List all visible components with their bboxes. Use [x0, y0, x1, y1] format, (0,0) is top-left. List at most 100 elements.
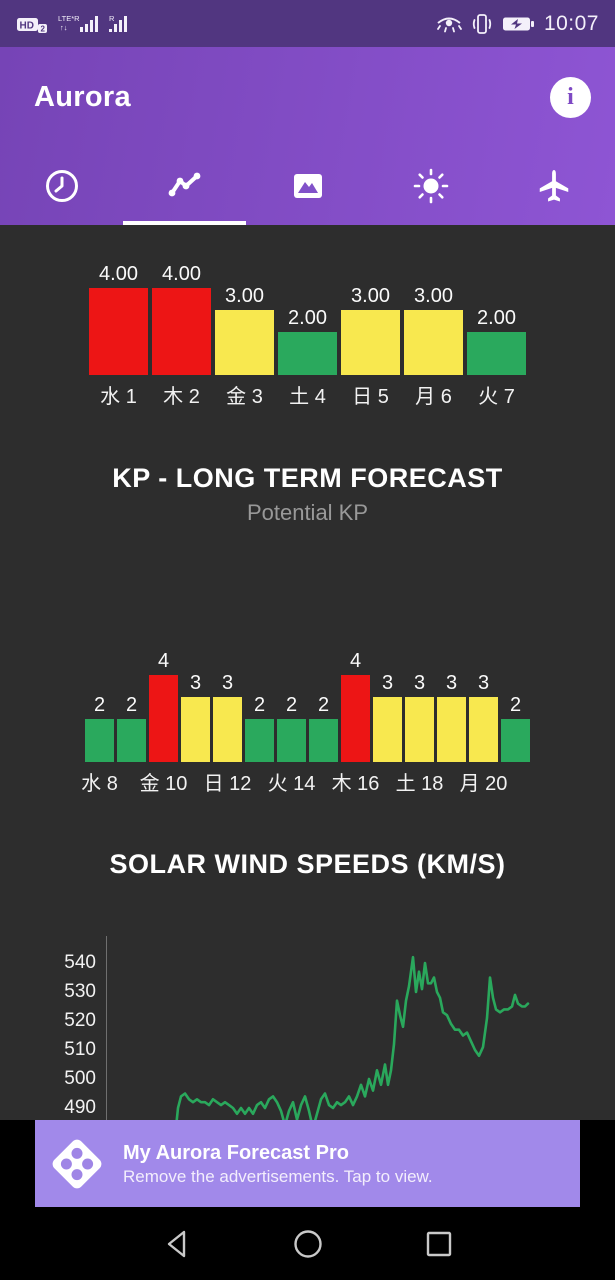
image-icon: [293, 174, 322, 198]
kp-bar: [467, 332, 526, 375]
sun-icon: [413, 168, 448, 204]
kp-bar: [117, 719, 146, 762]
tab-charts-trending[interactable]: [123, 147, 246, 225]
kp-bar-value: 4.00: [99, 263, 138, 285]
solar-wind-title: SOLAR WIND SPEEDS (KM/S): [109, 849, 506, 879]
kp-bar-value: 2: [125, 694, 138, 716]
kp-bar-value: 2: [93, 694, 106, 716]
tab-bar: [0, 147, 615, 225]
kp-bar: [404, 310, 463, 375]
kp-bar-cell: 3.00: [341, 285, 400, 375]
kp-x-label: 土 18: [395, 773, 444, 795]
solar-wind-line-chart: 540 530 520 510 500 490: [0, 930, 615, 1120]
bottom-area: My Aurora Forecast Pro Remove the advert…: [0, 1120, 615, 1280]
kp-bar-value: 3: [189, 672, 202, 694]
ad-banner[interactable]: My Aurora Forecast Pro Remove the advert…: [35, 1120, 580, 1207]
y-axis-tick-label: 530: [64, 981, 96, 1002]
nav-back-button[interactable]: [158, 1225, 196, 1263]
back-icon: [167, 1230, 185, 1257]
kp-bar-value: 2.00: [288, 307, 327, 329]
kp-bar-cell: 3: [213, 672, 242, 762]
kp-bar-value: 2: [317, 694, 330, 716]
y-axis-tick-label: 510: [64, 1039, 96, 1060]
recents-icon: [426, 1231, 451, 1256]
kp-bar-cell: 2: [117, 694, 146, 762]
kp-bar-chart-week1: 4.00 4.00 3.00 2.00 3.00 3.00 2.00 水 1 木 2 金 3 土 …: [0, 225, 615, 409]
tab-images[interactable]: [246, 147, 369, 225]
kp-bar-value: 3: [413, 672, 426, 694]
kp-x-label: 土 4: [289, 386, 326, 408]
lte-signal-icon: LTE*R ↑↓: [58, 14, 98, 32]
kp-bar: [373, 697, 402, 762]
kp-bar: [245, 719, 274, 762]
xlabels-row: 水 8 金 10 日 12 火 14 木 16 土 18 月 20: [81, 767, 530, 796]
kp-x-label: 木 2: [163, 386, 200, 408]
kp-bar-cell: 3: [405, 672, 434, 762]
kp-bar: [181, 697, 210, 762]
tab-forecast-clock[interactable]: [0, 147, 123, 225]
kp-x-label: 火 14: [267, 773, 316, 795]
svg-text:LTE*R: LTE*R: [58, 14, 80, 23]
info-button[interactable]: i: [550, 77, 591, 118]
y-axis-tick-label: 490: [64, 1097, 96, 1118]
kp-bar-value: 4.00: [162, 263, 201, 285]
signal-icon: R: [109, 14, 127, 32]
kp-bar: [277, 719, 306, 762]
y-axis-tick-label: 500: [64, 1068, 96, 1089]
nav-home-button[interactable]: [289, 1225, 327, 1263]
kp-bar-cell: 4.00: [89, 263, 148, 375]
kp-x-label: 木 16: [331, 773, 380, 795]
kp-forecast-subtitle: Potential KP: [246, 500, 369, 525]
app-header: Aurora i: [0, 47, 615, 225]
kp-x-label: 月 6: [415, 386, 452, 408]
kp-bar-cell: 3: [373, 672, 402, 762]
kp-bar: [469, 697, 498, 762]
kp-bar: [278, 332, 337, 375]
vibrate-icon: [472, 13, 492, 34]
kp-x-label: 日 5: [352, 386, 389, 408]
kp-bar-value: 3.00: [414, 285, 453, 307]
kp-bar: [341, 675, 370, 762]
kp-bar-value: 2.00: [477, 307, 516, 329]
kp-bar-cell: 2.00: [278, 307, 337, 375]
status-bar-right: 10:07: [436, 12, 599, 36]
ad-text: My Aurora Forecast Pro Remove the advert…: [123, 1140, 433, 1188]
kp-bar-value: 3: [381, 672, 394, 694]
kp-bar: [501, 719, 530, 762]
kp-forecast-title: KP - LONG TERM FORECAST: [112, 463, 503, 493]
selected-tab-indicator: [123, 221, 246, 225]
solar-wind-plot: [175, 955, 530, 1120]
kp-bar: [405, 697, 434, 762]
page-title: Aurora: [34, 81, 131, 113]
kp-bar-value: 2: [285, 694, 298, 716]
tab-weather[interactable]: [369, 147, 492, 225]
kp-bar-cell: 3.00: [404, 285, 463, 375]
svg-text:2: 2: [41, 24, 46, 33]
kp-x-label: 水 1: [100, 386, 137, 408]
clock-time: 10:07: [543, 11, 599, 35]
kp-bar-cell: 2.00: [467, 307, 526, 375]
kp-bar-value: 4: [157, 650, 170, 672]
airplane-icon: [539, 169, 568, 202]
kp-bar-value: 3.00: [225, 285, 264, 307]
kp-x-label: 金 10: [139, 773, 188, 795]
y-axis-tick-label: 540: [64, 952, 96, 973]
android-nav-bar: [0, 1207, 615, 1280]
kp-bar-cell: 2: [245, 694, 274, 762]
aurora-pro-dice-icon: [49, 1136, 105, 1192]
eye-comfort-icon: [437, 17, 462, 32]
y-axis-tick-label: 520: [64, 1010, 96, 1031]
kp-x-label: [501, 767, 530, 796]
kp-bar-value: 3: [221, 672, 234, 694]
hd-volte-icon: HD 2: [17, 17, 47, 33]
kp-bar-cell: 4: [341, 650, 370, 762]
nav-recents-button[interactable]: [420, 1225, 458, 1263]
tab-flights[interactable]: [492, 147, 615, 225]
info-icon: i: [567, 84, 574, 110]
battery-charging-icon: [502, 17, 534, 30]
kp-bar-value: 3.00: [351, 285, 390, 307]
ad-subtitle: Remove the advertisements. Tap to view.: [123, 1166, 433, 1186]
